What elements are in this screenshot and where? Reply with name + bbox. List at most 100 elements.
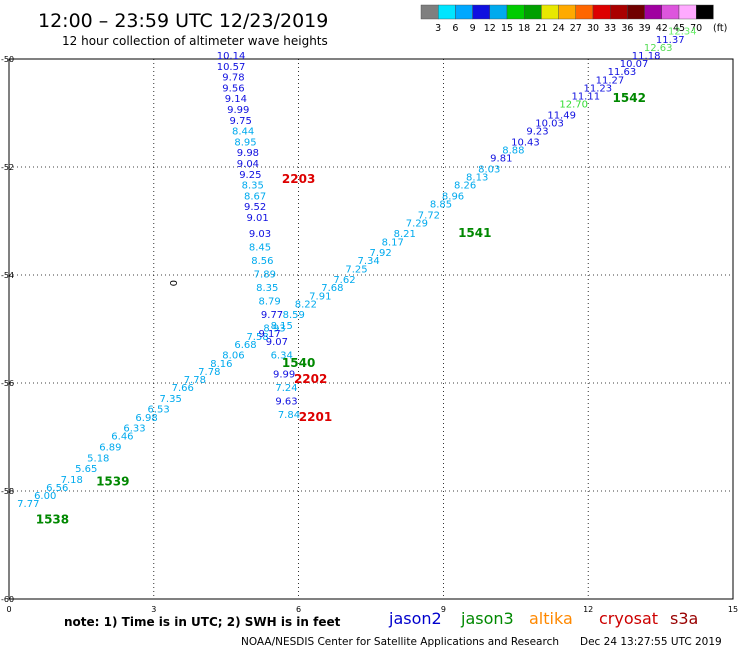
swh-value: 7.92 (370, 248, 392, 259)
swh-value: 10.43 (511, 137, 540, 148)
color-swatch (541, 4, 559, 20)
track-number-label: 2201 (299, 410, 332, 424)
color-scale-label: 24 (553, 23, 565, 34)
swh-value: 8.56 (251, 256, 273, 267)
swh-value: 7.58 (246, 332, 268, 343)
swh-value: 6.33 (123, 424, 145, 435)
footer-note: note: 1) Time is in UTC; 2) SWH is in fe… (64, 615, 341, 629)
swh-value: 6.98 (135, 413, 157, 424)
swh-value: 11.23 (584, 83, 613, 94)
swh-value: 9.14 (225, 94, 247, 105)
swh-value: 8.85 (430, 200, 452, 211)
track-labels: 2203 2202 2201 1540 1541 1542 1539 1538 (36, 91, 646, 526)
color-scale-label: 42 (656, 23, 668, 34)
swh-value: 11.27 (596, 75, 625, 86)
swh-value: 11.18 (632, 51, 661, 62)
swh-value: 7.68 (321, 283, 343, 294)
color-swatch (472, 4, 491, 20)
y-tick-label: -58 (1, 487, 14, 496)
color-scale-label: 33 (604, 23, 616, 34)
legend-jason3: jason3 (460, 609, 514, 628)
stray-zero-label: 0 (167, 280, 178, 286)
legend-cryosat: cryosat (599, 609, 658, 628)
swh-value: 8.88 (502, 146, 524, 157)
y-tick-label: -52 (1, 163, 14, 172)
swh-value: 9.04 (237, 159, 259, 170)
swh-value: 10.03 (535, 119, 564, 130)
swh-value: 9.77 (261, 310, 283, 321)
swh-value: 9.25 (239, 170, 261, 181)
swh-value: 7.78 (198, 367, 220, 378)
color-scale-label: 18 (518, 23, 530, 34)
swh-value: 7.78 (184, 375, 206, 386)
swh-value: 8.67 (244, 191, 266, 202)
color-scale-label: 15 (501, 23, 513, 34)
swh-value: 8.96 (442, 191, 464, 202)
legend-altika: altika (529, 609, 573, 628)
color-swatch (661, 4, 680, 20)
swh-value: 6.89 (99, 443, 121, 454)
grid (9, 59, 733, 599)
color-scale-label: 3 (435, 23, 441, 34)
swh-value: 7.62 (333, 275, 355, 286)
swh-value: 5.65 (75, 464, 97, 475)
swh-value: 7.66 (172, 383, 194, 394)
color-swatch (644, 4, 662, 20)
swh-value: 9.75 (230, 116, 252, 127)
swh-value: 8.44 (232, 127, 254, 138)
plot-frame (8, 58, 734, 600)
swh-value: 11.49 (547, 110, 576, 121)
swh-value: 6.46 (111, 432, 133, 443)
swh-value: 9.63 (275, 397, 297, 408)
swh-value: 6.56 (46, 483, 68, 494)
swh-value: 6.68 (234, 340, 256, 351)
swh-value: 8.95 (234, 137, 256, 148)
chart-title: 12:00 – 23:59 UTC 12/23/2019 (38, 10, 328, 32)
chart-subtitle: 12 hour collection of altimeter wave hei… (62, 34, 328, 48)
y-axis-ticks: -50 -52 -54 -56 -58 -60 (1, 55, 14, 604)
footer-timestamp: Dec 24 13:27:55 UTC 2019 (580, 636, 722, 648)
color-swatch (592, 4, 611, 20)
color-swatch (420, 4, 439, 20)
swh-value: 6.00 (34, 491, 56, 502)
y-tick-label: -50 (1, 55, 14, 64)
swh-value: 7.89 (254, 270, 276, 281)
swh-value: 6.34 (271, 351, 293, 362)
color-scale-label: 21 (535, 23, 547, 34)
swh-value: 9.01 (246, 213, 268, 224)
swh-value: 9.03 (249, 229, 271, 240)
swh-value: 8.45 (249, 243, 271, 254)
plot-area: -50-52-54-56-58-60 0 3 6 9 12 15 10.1410.579.… (1, 27, 738, 614)
swh-value: 9.81 (490, 154, 512, 165)
track-number-label: 2203 (282, 172, 315, 186)
swh-value: 9.07 (266, 337, 288, 348)
color-scale-label: 27 (570, 23, 582, 34)
color-scale-label: 12 (484, 23, 496, 34)
swh-value: 10.07 (620, 59, 649, 70)
swh-value: 6.53 (147, 405, 169, 416)
track-number-label: 2202 (294, 372, 327, 386)
color-swatch (696, 4, 714, 20)
y-tick-label: -56 (1, 379, 14, 388)
color-scale-label: 30 (587, 23, 599, 34)
color-scale-bar: 3 6 9 12 15 18 21 24 27 30 33 36 39 42 45 70 (420, 4, 714, 34)
color-swatch (558, 4, 576, 20)
color-scale-label: 36 (621, 23, 633, 34)
legend-jason2: jason2 (388, 609, 442, 628)
swh-value: 8.22 (295, 299, 317, 310)
swh-value: 9.99 (273, 370, 295, 381)
swh-value: 7.77 (17, 499, 39, 510)
swh-value: 9.78 (222, 73, 244, 84)
color-swatch (489, 4, 508, 20)
swh-value: 9.17 (259, 329, 281, 340)
swh-value: 8.59 (283, 310, 305, 321)
track-number-label: 1541 (458, 226, 491, 240)
color-swatch (455, 4, 473, 20)
swh-value: 8.06 (222, 351, 244, 362)
swh-value: 7.91 (309, 291, 331, 302)
swh-value: 8.15 (271, 321, 293, 332)
swh-value: 12.70 (559, 100, 588, 111)
legend-s3a: s3a (670, 609, 698, 628)
x-tick-label: 12 (583, 605, 593, 614)
swh-value: 8.93 (263, 324, 285, 335)
